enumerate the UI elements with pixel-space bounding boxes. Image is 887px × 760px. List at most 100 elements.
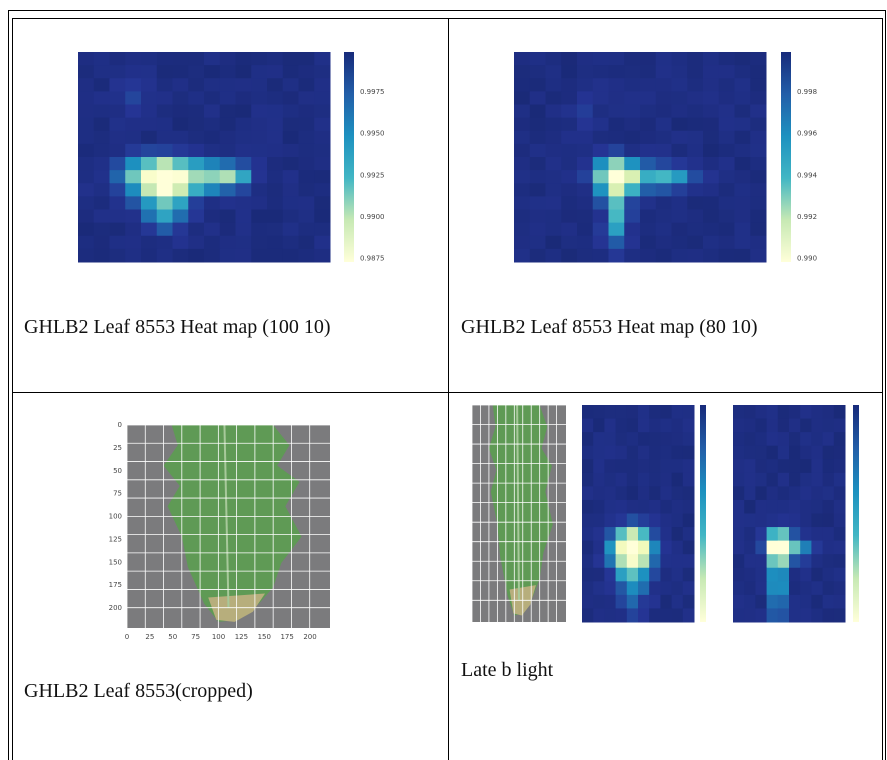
heatmap-cell — [314, 183, 331, 197]
heatmap-cell — [204, 235, 221, 250]
heatmap-cell — [833, 459, 846, 474]
heatmap-cell — [529, 104, 546, 119]
heatmap-cell — [593, 499, 605, 514]
heatmap-cell — [267, 170, 284, 184]
heatmap-cell — [204, 117, 221, 132]
heatmap-cell — [671, 157, 688, 171]
heatmap-cell — [649, 554, 661, 569]
heatmap-cell — [687, 248, 704, 263]
heatmap-cell — [529, 143, 546, 158]
heatmap-cell — [172, 52, 189, 66]
heatmap-cell — [514, 91, 531, 105]
heatmap-cell — [671, 170, 688, 184]
heatmap-cell — [604, 608, 617, 623]
heatmap-cell — [545, 157, 562, 171]
heatmap-cell — [93, 222, 110, 237]
heatmap-cell — [577, 52, 594, 66]
heatmap-cell — [156, 222, 173, 237]
heatmap-cell — [109, 91, 126, 105]
heatmap-cell — [188, 78, 205, 92]
heatmap-cell — [314, 248, 331, 263]
heatmap-cell — [125, 130, 142, 145]
heatmap-cell — [682, 540, 695, 555]
caption: GHLB2 Leaf 8553 Heat map (80 10) — [461, 316, 758, 338]
heatmap-cell — [561, 157, 578, 171]
heatmap-cell — [822, 405, 835, 420]
heatmap-cell — [172, 65, 189, 79]
heatmap-cell — [204, 52, 221, 66]
heatmap-cell — [251, 91, 268, 105]
colorbar-tick-label: 0.9900 — [360, 213, 385, 221]
heatmap-cell — [109, 248, 126, 263]
heatmap-cell — [251, 183, 268, 197]
heatmap-cell — [615, 608, 628, 623]
heatmap-cell — [615, 432, 628, 447]
heatmap-cell — [251, 248, 268, 263]
heatmap-cell — [718, 130, 735, 145]
heatmap-cell — [682, 432, 695, 447]
heatmap-cell — [282, 78, 299, 92]
heatmap-cell — [615, 513, 628, 528]
heatmap-cell — [592, 78, 609, 92]
heatmap-cell — [593, 459, 605, 474]
heatmap-cell — [529, 183, 546, 197]
heatmap-cell — [822, 581, 835, 596]
heatmap-cell — [660, 486, 673, 501]
heatmap-cell — [282, 183, 299, 197]
heatmap-cell — [811, 459, 824, 474]
heatmap-cell — [800, 499, 812, 514]
heatmap-cell — [608, 183, 625, 197]
heatmap-cell — [789, 472, 801, 487]
heatmap-cell — [188, 91, 205, 105]
heatmap-cell — [638, 581, 650, 596]
heatmap-cell — [822, 445, 835, 460]
heatmap-cell — [655, 157, 672, 171]
heatmap-cell — [750, 183, 767, 197]
heatmap-cell — [744, 554, 756, 569]
heatmap-cell — [671, 472, 684, 487]
heatmap-cell — [561, 209, 578, 224]
heatmap-cell — [777, 608, 790, 623]
heatmap-cell — [141, 65, 158, 79]
heatmap-cell — [298, 65, 315, 79]
heatmap-cell — [833, 432, 846, 447]
heatmap-cell — [789, 499, 801, 514]
heatmap-cell — [733, 554, 745, 569]
heatmap-cell — [561, 143, 578, 158]
heatmap-cell — [777, 459, 790, 474]
heatmap-cell — [718, 52, 735, 66]
heatmap-cell — [529, 117, 546, 132]
heatmap-cell — [219, 52, 236, 66]
heatmap-cell — [703, 209, 720, 224]
heatmap-cell — [141, 104, 158, 119]
heatmap-cell — [298, 52, 315, 66]
heatmap-cell — [561, 183, 578, 197]
heatmap-cell — [204, 196, 221, 210]
heatmap-cell — [604, 594, 617, 609]
heatmap-cell — [703, 170, 720, 184]
heatmap-cell — [109, 209, 126, 224]
heatmap-cell — [514, 104, 531, 119]
heatmap-cell — [141, 91, 158, 105]
heatmap-cell — [703, 248, 720, 263]
heatmap-cell — [655, 170, 672, 184]
heatmap-cell — [267, 157, 284, 171]
colorbar — [700, 405, 706, 622]
heatmap-cell — [514, 130, 531, 145]
heatmap-cell — [561, 117, 578, 132]
heatmap-cell — [545, 183, 562, 197]
heatmap-cell — [626, 554, 639, 569]
heatmap-cell — [718, 235, 735, 250]
heatmap-cell — [671, 183, 688, 197]
heatmap-cell — [755, 540, 768, 555]
heatmap-cell — [156, 143, 173, 158]
heatmap-cell — [156, 65, 173, 79]
heatmap-cell — [718, 157, 735, 171]
heatmap-cell — [251, 117, 268, 132]
heatmap-cell — [93, 235, 110, 250]
heatmap-cell — [755, 418, 768, 433]
heatmap-cell — [766, 418, 779, 433]
heatmap-cell — [640, 170, 657, 184]
heatmap-cell — [608, 235, 625, 250]
